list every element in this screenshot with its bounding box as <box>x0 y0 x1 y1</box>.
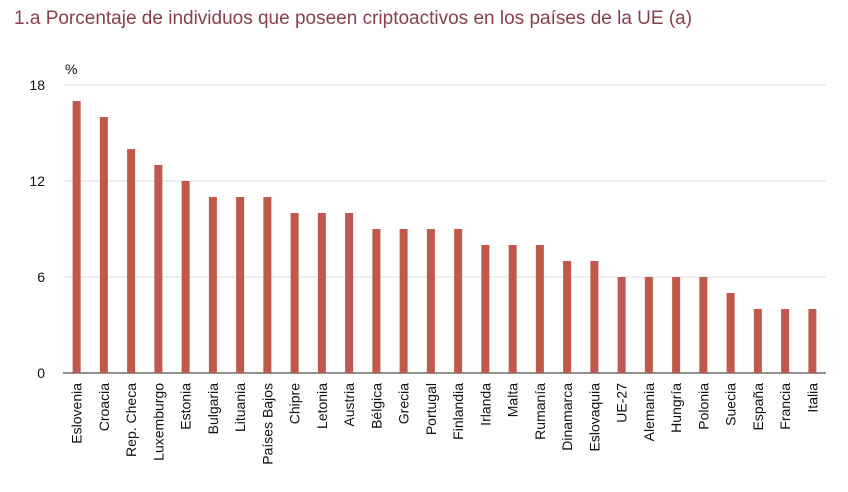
y-tick-label: 18 <box>29 77 45 93</box>
bar <box>672 277 681 373</box>
x-tick-label: Irlanda <box>477 383 493 426</box>
x-tick-label: Luxemburgo <box>150 383 166 461</box>
bar <box>808 309 817 373</box>
x-tick-label: España <box>750 383 766 431</box>
x-axis-labels: Eslovenia Croacia Rep. Checa Luxemburgo Esto… <box>69 383 821 465</box>
bar <box>726 293 735 373</box>
bar <box>426 229 435 373</box>
x-tick-label: Rumanía <box>532 383 548 440</box>
bar <box>563 261 572 373</box>
x-tick-label: Grecia <box>396 383 412 424</box>
x-tick-label: Dinamarca <box>559 383 575 451</box>
bar <box>208 197 217 373</box>
y-tick-label: 6 <box>37 269 45 285</box>
y-axis-ticks: 0 6 12 18 <box>29 77 45 381</box>
x-tick-label: Rep. Checa <box>123 383 139 457</box>
y-tick-label: 12 <box>29 173 45 189</box>
bar <box>345 213 354 373</box>
bar <box>72 101 81 373</box>
x-tick-label: Bélgica <box>368 383 384 429</box>
x-tick-label: Chipre <box>287 383 303 424</box>
x-tick-label: Austria <box>341 383 357 427</box>
x-tick-label: Alemania <box>641 383 657 442</box>
bar <box>508 245 517 373</box>
x-tick-label: Italia <box>804 383 820 413</box>
x-tick-label: Letonia <box>314 383 330 429</box>
x-tick-label: Estonia <box>178 383 194 430</box>
x-tick-label: Francia <box>777 383 793 430</box>
x-tick-label: Hungría <box>668 383 684 433</box>
x-tick-label: Eslovenia <box>69 383 85 444</box>
bar <box>99 117 108 373</box>
y-tick-label: 0 <box>37 365 45 381</box>
x-tick-label: UE-27 <box>614 383 630 423</box>
x-tick-label: Lituania <box>232 383 248 432</box>
bar <box>590 261 599 373</box>
x-tick-label: Finlandia <box>450 383 466 440</box>
bar <box>454 229 463 373</box>
bar <box>127 149 136 373</box>
bar <box>317 213 326 373</box>
bar <box>617 277 626 373</box>
x-tick-label: Bulgaria <box>205 383 221 435</box>
bar <box>535 245 544 373</box>
x-tick-label: Países Bajos <box>259 383 275 465</box>
x-tick-label: Portugal <box>423 383 439 435</box>
x-tick-label: Suecia <box>723 383 739 426</box>
bar <box>154 165 163 373</box>
x-tick-label: Malta <box>505 383 521 417</box>
x-tick-label: Eslovaquia <box>586 383 602 452</box>
bar <box>644 277 653 373</box>
bar <box>399 229 408 373</box>
bar <box>290 213 299 373</box>
y-axis-unit: % <box>65 61 77 77</box>
bar <box>753 309 762 373</box>
bar <box>481 245 490 373</box>
chart-title: 1.a Porcentaje de individuos que poseen … <box>14 8 693 29</box>
x-tick-label: Polonia <box>695 383 711 430</box>
bars <box>72 101 817 373</box>
bar <box>781 309 790 373</box>
bar <box>181 181 190 373</box>
bar <box>236 197 245 373</box>
bar <box>263 197 272 373</box>
bar <box>699 277 708 373</box>
bar <box>372 229 381 373</box>
gridlines <box>63 84 826 374</box>
x-tick-label: Croacia <box>96 383 112 431</box>
